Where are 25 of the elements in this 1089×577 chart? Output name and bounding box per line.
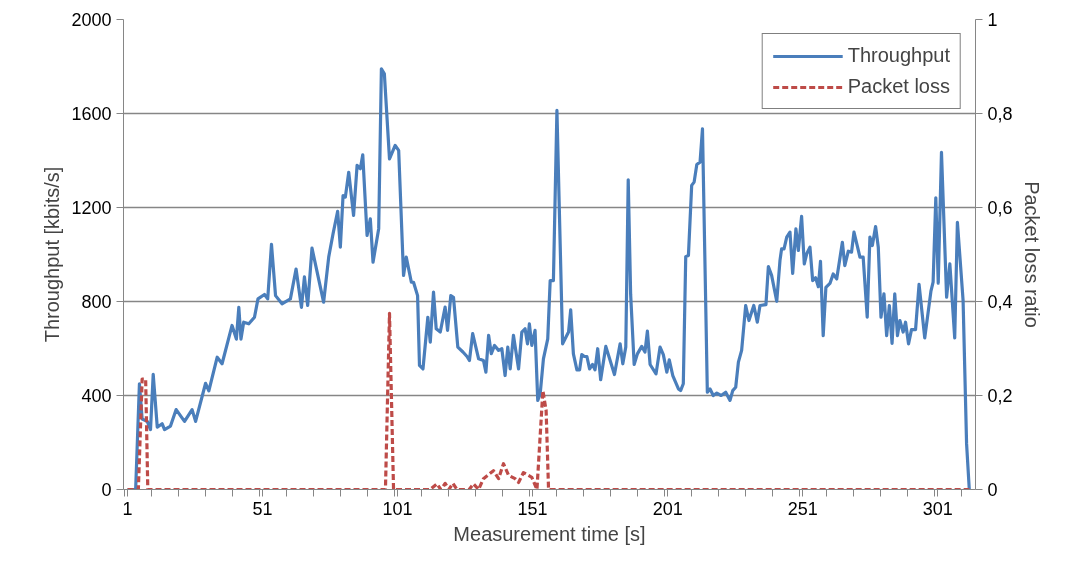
y2-tick-label: 0,2 [987, 386, 1013, 406]
y2-axis-title: Packet loss ratio [1020, 181, 1043, 328]
legend-label: Packet loss [847, 75, 950, 98]
x-tick-label: 101 [382, 498, 413, 519]
x-tick-label: 201 [652, 498, 683, 519]
legend-label: Throughput [847, 44, 950, 67]
y-tick-label: 1200 [71, 198, 112, 218]
x-axis-title: Measurement time [s] [453, 522, 646, 545]
y2-tick-label: 0 [987, 480, 998, 500]
x-tick-label: 1 [122, 498, 133, 519]
x-tick-label: 301 [922, 498, 953, 519]
y2-tick-label: 0,4 [987, 292, 1013, 312]
x-tick-label: 51 [252, 498, 273, 519]
y-tick-label: 0 [101, 480, 112, 500]
y-tick-label: 800 [81, 292, 112, 312]
y-tick-label: 1600 [71, 104, 112, 124]
y2-tick-label: 0,8 [987, 104, 1013, 124]
y-tick-label: 400 [81, 386, 112, 406]
line-series [125, 311, 971, 490]
x-tick-label: 251 [787, 498, 818, 519]
y2-tick-label: 1 [987, 10, 998, 30]
y-axis-title: Throughput [kbits/s] [41, 166, 64, 343]
x-tick-label: 151 [517, 498, 548, 519]
y-tick-label: 2000 [71, 10, 112, 30]
y2-tick-label: 0,6 [987, 198, 1013, 218]
